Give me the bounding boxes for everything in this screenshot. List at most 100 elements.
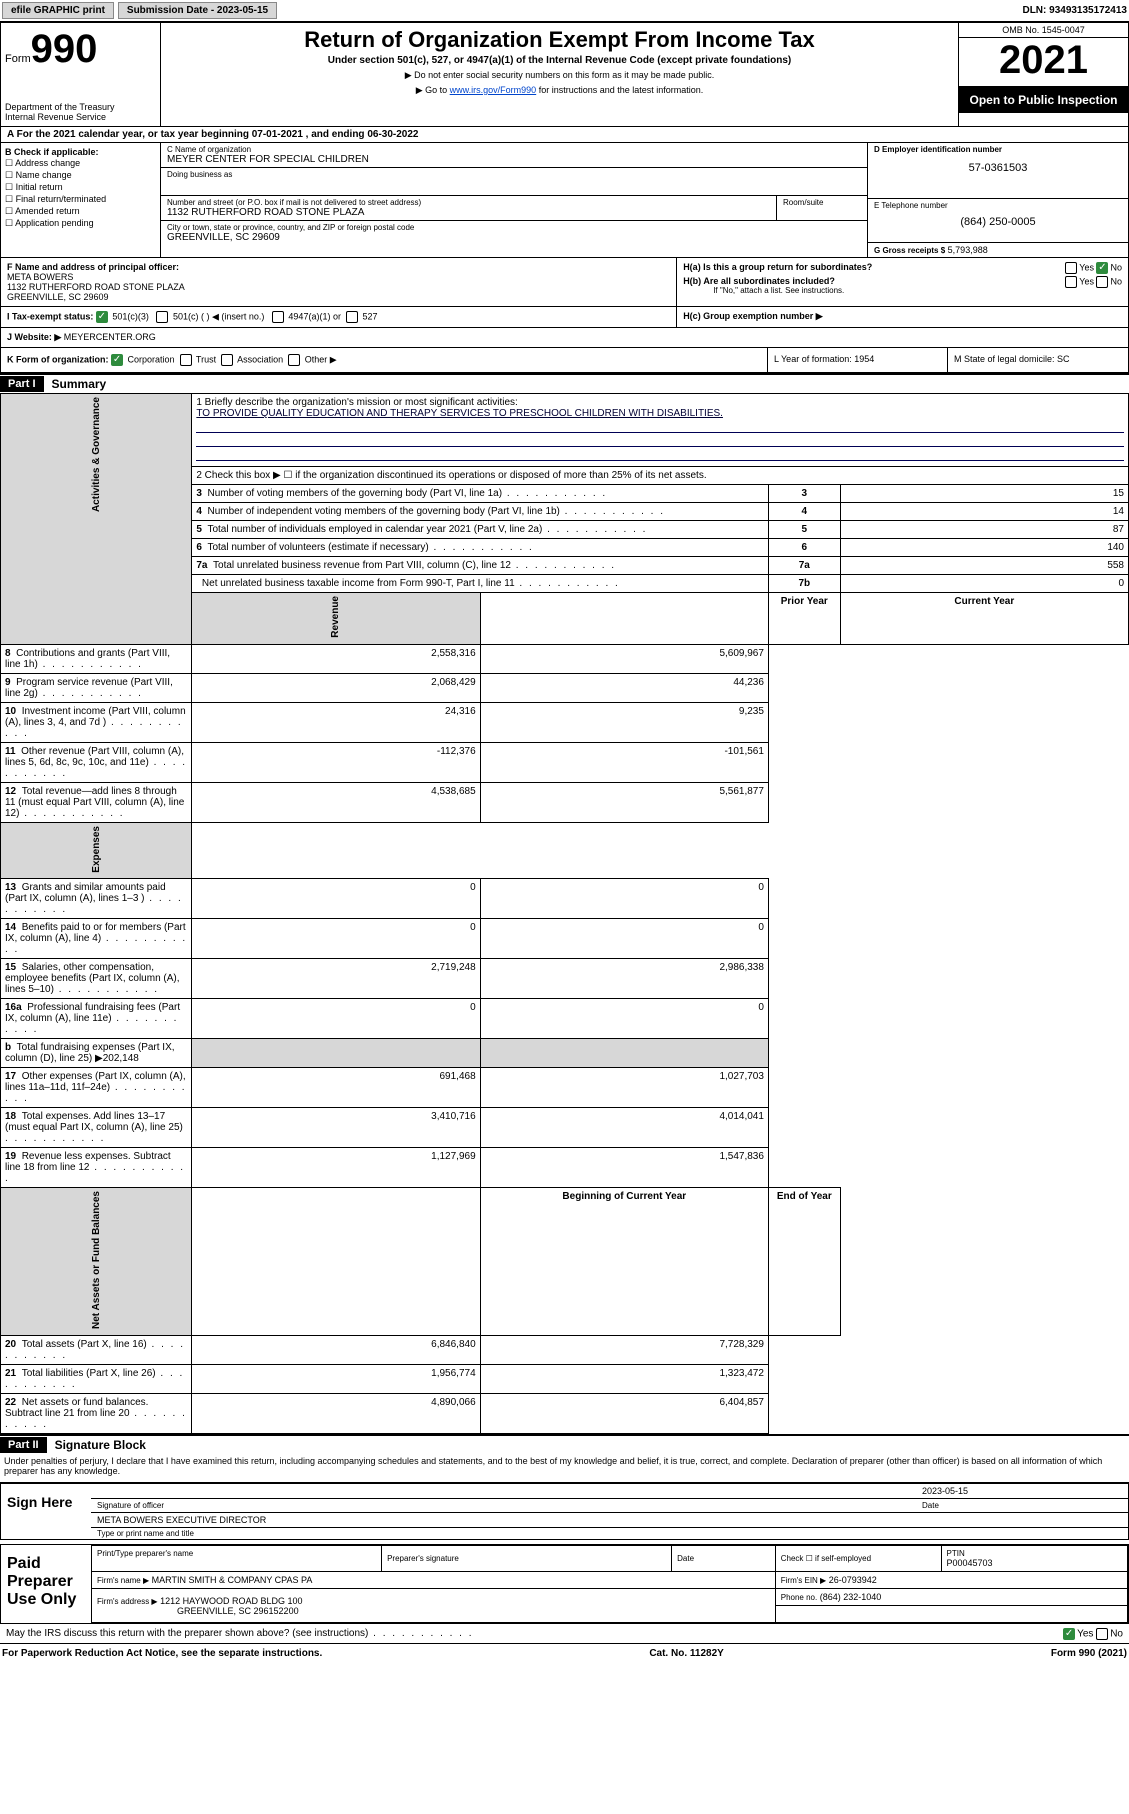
hdr-prior: Prior Year [768,593,840,645]
officer-addr: 1132 RUTHERFORD ROAD STONE PLAZA GREENVI… [7,282,670,302]
firm-name: MARTIN SMITH & COMPANY CPAS PA [152,1575,313,1585]
summary-row: 12 Total revenue—add lines 8 through 11 … [1,782,1129,822]
summary-row: 21 Total liabilities (Part X, line 26)1,… [1,1365,1129,1394]
footer-left: For Paperwork Reduction Act Notice, see … [2,1648,322,1659]
chk-trust[interactable] [180,354,192,366]
row-i: I Tax-exempt status: ✓ 501(c)(3) 501(c) … [0,307,1129,328]
form-title: Return of Organization Exempt From Incom… [165,27,954,53]
gross-receipts: 5,793,988 [948,245,988,255]
summary-row: 11 Other revenue (Part VIII, column (A),… [1,742,1129,782]
summary-row: 15 Salaries, other compensation, employe… [1,959,1129,999]
form-header: Form990 Department of the Treasury Inter… [0,22,1129,127]
summary-row: 18 Total expenses. Add lines 13–17 (must… [1,1108,1129,1148]
summary-row: 10 Investment income (Part VIII, column … [1,702,1129,742]
note-ssn: ▶ Do not enter social security numbers o… [165,70,954,81]
dln-label: DLN: 93493135172413 [1022,5,1127,16]
row-fh: F Name and address of principal officer:… [0,258,1129,307]
chk-501c3[interactable]: ✓ [96,311,108,323]
line2: 2 Check this box ▶ ☐ if the organization… [192,467,1129,485]
hc-label: H(c) Group exemption number ▶ [683,311,822,321]
chk-other[interactable] [288,354,300,366]
paid-prep-label: Paid Preparer Use Only [1,1545,91,1623]
summary-row: 13 Grants and similar amounts paid (Part… [1,879,1129,919]
chk-address[interactable]: ☐ Address change [5,158,156,169]
chk-4947[interactable] [272,311,284,323]
firm-ein: 26-0793942 [829,1575,877,1585]
row-klm: K Form of organization: ✓ Corporation Tr… [0,348,1129,373]
summary-row: 17 Other expenses (Part IX, column (A), … [1,1068,1129,1108]
efile-button[interactable]: efile GRAPHIC print [2,2,114,19]
summary-row: 22 Net assets or fund balances. Subtract… [1,1394,1129,1434]
part1-header: Part I Summary [0,373,1129,393]
form-number: 990 [31,27,98,71]
hdr-begin: Beginning of Current Year [480,1188,768,1336]
ha-yes[interactable] [1065,262,1077,274]
ein-value: 57-0361503 [874,162,1122,174]
org-address: 1132 RUTHERFORD ROAD STONE PLAZA [167,207,770,218]
firm-addr2: GREENVILLE, SC 296152200 [177,1606,299,1616]
note-link: ▶ Go to www.irs.gov/Form990 for instruct… [165,85,954,96]
row-a-tax-year: A For the 2021 calendar year, or tax yea… [0,127,1129,143]
form-prefix: Form [5,53,31,65]
phone-value: (864) 250-0005 [874,216,1122,228]
ptin: P00045703 [947,1558,1123,1568]
page-footer: For Paperwork Reduction Act Notice, see … [0,1643,1129,1663]
col-d-info: D Employer identification number 57-0361… [868,143,1128,257]
hdr-curr: Current Year [840,593,1128,645]
discuss-yes[interactable]: ✓ [1063,1628,1075,1640]
summary-row: 14 Benefits paid to or for members (Part… [1,919,1129,959]
chk-corp[interactable]: ✓ [111,354,123,366]
public-badge: Open to Public Inspection [959,87,1128,113]
chk-name[interactable]: ☐ Name change [5,170,156,181]
officer-name: META BOWERS [7,272,670,282]
chk-initial[interactable]: ☐ Initial return [5,182,156,193]
firm-phone: (864) 232-1040 [820,1592,882,1602]
chk-pending[interactable]: ☐ Application pending [5,218,156,229]
signature-block: Sign Here 2023-05-15 Signature of office… [0,1482,1129,1540]
footer-mid: Cat. No. 11282Y [649,1648,723,1659]
sig-date: 2023-05-15 [922,1486,1122,1496]
side-rev: Revenue [330,596,341,638]
part2-header: Part II Signature Block [0,1434,1129,1454]
summary-row: b Total fundraising expenses (Part IX, c… [1,1039,1129,1068]
tax-year: 2021 [959,38,1128,87]
col-b-checkboxes: B Check if applicable: ☐ Address change … [1,143,161,257]
org-name: MEYER CENTER FOR SPECIAL CHILDREN [167,154,861,165]
side-exp: Expenses [91,826,102,873]
summary-table: Activities & Governance 1 Briefly descri… [0,393,1129,1434]
row-j: J Website: ▶ MEYERCENTER.ORG [0,328,1129,348]
chk-assoc[interactable] [221,354,233,366]
summary-row: 19 Revenue less expenses. Subtract line … [1,1148,1129,1188]
discuss-row: May the IRS discuss this return with the… [0,1624,1129,1643]
chk-amended[interactable]: ☐ Amended return [5,206,156,217]
chk-final[interactable]: ☐ Final return/terminated [5,194,156,205]
discuss-no[interactable] [1096,1628,1108,1640]
org-city: GREENVILLE, SC 29609 [167,232,861,243]
footer-right: Form 990 (2021) [1051,1648,1127,1659]
omb-number: OMB No. 1545-0047 [959,23,1128,38]
summary-row: 8 Contributions and grants (Part VIII, l… [1,644,1129,673]
hdr-end: End of Year [768,1188,840,1336]
side-gov: Activities & Governance [91,397,102,512]
irs-link[interactable]: www.irs.gov/Form990 [450,85,537,95]
chk-501c[interactable] [156,311,168,323]
summary-row: 20 Total assets (Part X, line 16)6,846,8… [1,1336,1129,1365]
preparer-block: Paid Preparer Use Only Print/Type prepar… [0,1544,1129,1624]
website-value: MEYERCENTER.ORG [64,332,156,342]
col-c-org: C Name of organization MEYER CENTER FOR … [161,143,868,257]
firm-addr1: 1212 HAYWOOD ROAD BLDG 100 [160,1596,302,1606]
dept-label: Department of the Treasury Internal Reve… [5,102,156,122]
sign-here-label: Sign Here [1,1484,91,1539]
block-bcd: B Check if applicable: ☐ Address change … [0,143,1129,258]
chk-527[interactable] [346,311,358,323]
side-net: Net Assets or Fund Balances [91,1191,102,1329]
submission-date-button[interactable]: Submission Date - 2023-05-15 [118,2,277,19]
top-bar: efile GRAPHIC print Submission Date - 20… [0,0,1129,22]
hb-no[interactable] [1096,276,1108,288]
penalty-text: Under penalties of perjury, I declare th… [0,1454,1129,1478]
ha-no[interactable]: ✓ [1096,262,1108,274]
mission-text: TO PROVIDE QUALITY EDUCATION AND THERAPY… [196,408,1124,419]
hb-yes[interactable] [1065,276,1077,288]
officer-sig: META BOWERS EXECUTIVE DIRECTOR [97,1515,266,1525]
form-subtitle: Under section 501(c), 527, or 4947(a)(1)… [165,55,954,66]
